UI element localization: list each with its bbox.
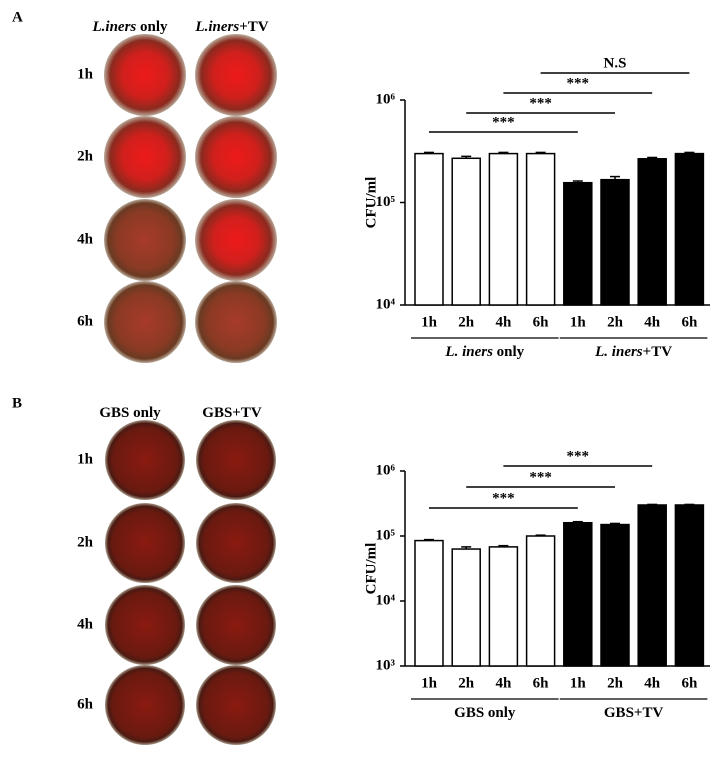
column-header-part: GBS+TV xyxy=(202,405,262,421)
bar xyxy=(600,178,630,306)
group-label-part: +TV xyxy=(643,344,673,360)
bar xyxy=(563,521,593,667)
y-tick-label: 10⁶ xyxy=(376,462,396,478)
bar xyxy=(525,535,556,667)
row-label: 1h xyxy=(77,451,94,467)
x-tick-label: 2h xyxy=(607,675,624,691)
bar xyxy=(674,152,705,306)
row-label: 4h xyxy=(77,616,94,632)
row-label: 2h xyxy=(77,148,94,164)
bar xyxy=(600,523,630,667)
y-axis-label: CFU/ml xyxy=(363,177,379,229)
significance-label: *** xyxy=(567,75,590,91)
y-tick-label: 10⁴ xyxy=(376,296,396,312)
significance-label: *** xyxy=(492,114,515,130)
y-tick-label: 10⁵ xyxy=(376,527,396,543)
x-tick-label: 2h xyxy=(458,675,475,691)
bar xyxy=(488,152,519,306)
group-label-part: L. iners xyxy=(594,344,643,360)
row-label: 6h xyxy=(77,696,94,712)
bar xyxy=(414,539,444,667)
column-header-part: GBS only xyxy=(99,405,161,421)
bar xyxy=(451,157,481,306)
group-label: GBS only xyxy=(454,705,516,721)
column-header: L.iners only xyxy=(91,19,168,35)
x-tick-label: 1h xyxy=(570,675,587,691)
x-tick-label: 4h xyxy=(495,675,512,691)
bar xyxy=(451,548,481,667)
row-label: 2h xyxy=(77,534,94,550)
group-label-part: GBS only xyxy=(454,705,516,721)
x-tick-label: 6h xyxy=(681,314,698,330)
bar xyxy=(637,158,667,306)
significance-label: *** xyxy=(492,490,515,506)
x-tick-label: 1h xyxy=(421,675,438,691)
panel-letter: A xyxy=(12,9,23,25)
x-tick-label: 1h xyxy=(570,314,587,330)
bar xyxy=(674,504,705,667)
x-tick-label: 6h xyxy=(533,675,550,691)
row-label: 1h xyxy=(77,66,94,82)
column-header-part: only xyxy=(136,19,168,35)
row-label: 6h xyxy=(77,313,94,329)
column-header: GBS+TV xyxy=(202,405,262,421)
group-label-part: only xyxy=(493,344,525,360)
bar xyxy=(414,152,444,306)
column-header-part: L.iners xyxy=(91,19,136,35)
group-label: GBS+TV xyxy=(604,705,664,721)
y-tick-label: 10³ xyxy=(376,657,396,673)
bar xyxy=(563,181,593,306)
group-label-part: GBS+TV xyxy=(604,705,664,721)
panel-letter: B xyxy=(12,395,22,411)
x-tick-label: 6h xyxy=(533,314,550,330)
y-axis-label: CFU/ml xyxy=(363,543,379,595)
significance-label: *** xyxy=(529,469,552,485)
significance-label: *** xyxy=(567,448,590,464)
x-tick-label: 2h xyxy=(458,314,475,330)
group-label: L. iners only xyxy=(444,344,524,360)
bar xyxy=(488,546,519,667)
group-label-part: L. iners xyxy=(444,344,493,360)
x-tick-label: 2h xyxy=(607,314,624,330)
x-tick-label: 1h xyxy=(421,314,438,330)
row-label: 4h xyxy=(77,231,94,247)
x-tick-label: 6h xyxy=(681,675,698,691)
column-header-part: +TV xyxy=(239,19,269,35)
x-tick-label: 4h xyxy=(495,314,512,330)
y-tick-label: 10⁴ xyxy=(376,592,396,608)
x-tick-label: 4h xyxy=(644,314,661,330)
group-label: L. iners+TV xyxy=(594,344,672,360)
y-tick-label: 10⁶ xyxy=(376,91,396,107)
bar xyxy=(637,504,667,667)
bar xyxy=(525,152,556,306)
significance-label: *** xyxy=(529,95,552,111)
plate-photos xyxy=(104,34,277,745)
column-header: GBS only xyxy=(99,405,161,421)
y-tick-label: 10⁵ xyxy=(376,194,396,210)
significance-label: N.S xyxy=(604,55,627,71)
column-header-part: L.iners xyxy=(194,19,239,35)
column-header: L.iners+TV xyxy=(194,19,268,35)
x-tick-label: 4h xyxy=(644,675,661,691)
